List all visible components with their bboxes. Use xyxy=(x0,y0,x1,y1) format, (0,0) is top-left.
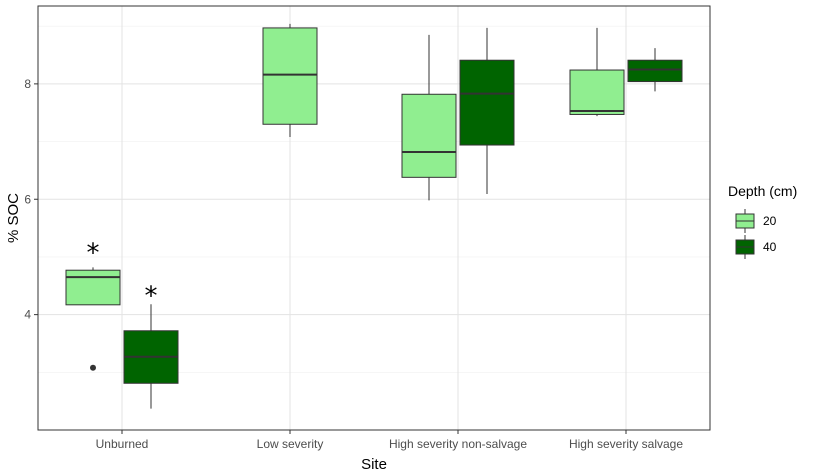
y-axis-title: % SOC xyxy=(5,193,22,243)
box-body xyxy=(569,69,625,115)
significance-asterisk: * xyxy=(87,238,100,268)
panel-border xyxy=(37,5,711,431)
outlier-point xyxy=(90,364,96,371)
x-axis: Unburned Low severity High severity non-sa… xyxy=(96,430,683,451)
x-tick-label: High severity non-salvage xyxy=(389,437,527,451)
legend-title: Depth (cm) xyxy=(728,183,797,199)
significance-asterisk: * xyxy=(145,282,158,312)
legend-key-20 xyxy=(735,209,755,233)
box-body xyxy=(262,27,318,125)
x-axis-title: Site xyxy=(361,456,387,472)
box-body xyxy=(459,59,515,146)
box-40-unburned xyxy=(123,304,179,409)
annotations: ** xyxy=(87,238,158,311)
box-body xyxy=(65,269,121,306)
box-20-high-severity-salvage xyxy=(569,27,625,117)
box-20-unburned xyxy=(65,267,121,371)
x-tick-label: High severity salvage xyxy=(569,437,683,451)
x-tick-label: Low severity xyxy=(257,437,324,451)
legend-label: 20 xyxy=(763,214,777,228)
box-body xyxy=(627,59,683,83)
box-layer xyxy=(65,23,683,409)
grid-lines xyxy=(38,6,710,430)
box-40-high-severity-salvage xyxy=(627,48,683,92)
y-tick-label: 6 xyxy=(24,192,31,206)
legend-label: 40 xyxy=(763,240,777,254)
box-40-high-severity-non-salvage xyxy=(459,27,515,195)
box-body xyxy=(401,93,457,178)
y-tick-label: 8 xyxy=(24,77,31,91)
legend: Depth (cm) 20 40 xyxy=(728,183,797,259)
box-20-high-severity-non-salvage xyxy=(401,34,457,201)
legend-key-40 xyxy=(735,235,755,259)
box-20-low-severity xyxy=(262,23,318,137)
y-axis: 4 6 8 xyxy=(24,77,38,322)
x-tick-label: Unburned xyxy=(96,437,149,451)
y-tick-label: 4 xyxy=(24,308,31,322)
